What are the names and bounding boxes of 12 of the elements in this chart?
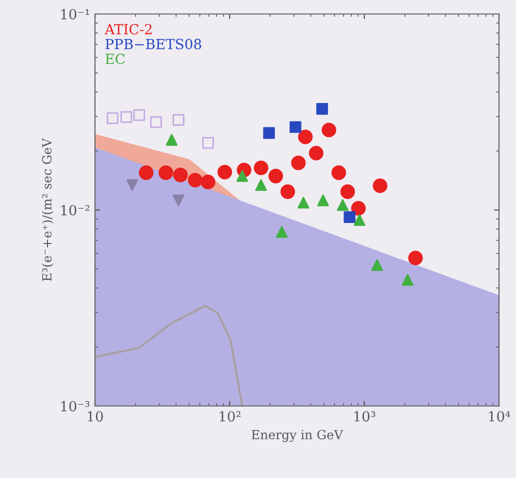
x-tick-label: 10⁴	[489, 411, 510, 422]
y-tick-label: 10⁻²	[61, 204, 90, 216]
x-tick-label: 10³	[354, 411, 376, 422]
text: ATIC-2	[104, 24, 152, 34]
x-tick-label: 10	[88, 411, 103, 422]
y-tick-label: 10⁻³	[61, 400, 90, 412]
y-tick-label: 10⁻¹	[61, 8, 90, 20]
y-axis-title: E³(e⁻+e⁺)/(m² sec GeV	[42, 138, 54, 282]
x-tick-label: 10²	[220, 411, 240, 422]
text: EC	[105, 54, 125, 64]
text: PPB−BETS08	[105, 38, 202, 50]
x-axis-title: Energy in GeV	[252, 430, 344, 442]
